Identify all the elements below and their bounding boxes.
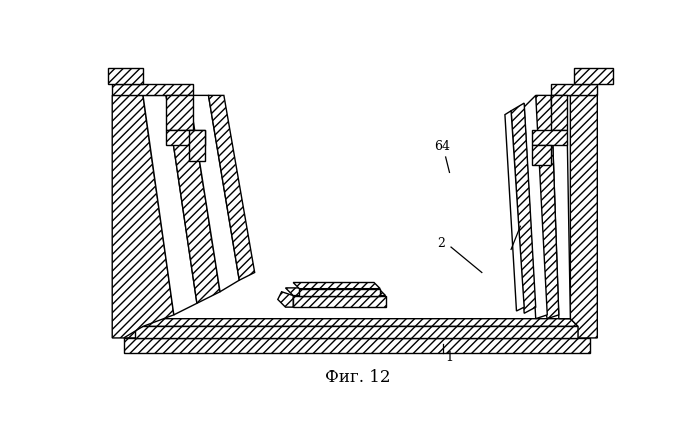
Text: 1: 1 bbox=[446, 351, 454, 364]
Polygon shape bbox=[166, 95, 220, 303]
Polygon shape bbox=[136, 326, 578, 338]
Polygon shape bbox=[293, 296, 386, 307]
Polygon shape bbox=[136, 319, 578, 326]
Polygon shape bbox=[278, 292, 293, 307]
Polygon shape bbox=[189, 95, 239, 292]
Polygon shape bbox=[532, 130, 566, 145]
Polygon shape bbox=[524, 95, 547, 319]
Text: 64: 64 bbox=[434, 140, 449, 153]
Polygon shape bbox=[285, 288, 386, 296]
Polygon shape bbox=[113, 95, 174, 338]
Polygon shape bbox=[299, 289, 380, 296]
Polygon shape bbox=[143, 95, 197, 315]
Text: Фиг. 12: Фиг. 12 bbox=[325, 370, 391, 386]
Polygon shape bbox=[551, 95, 570, 319]
Polygon shape bbox=[113, 84, 193, 95]
Text: 3: 3 bbox=[526, 216, 534, 229]
Polygon shape bbox=[124, 338, 590, 353]
Polygon shape bbox=[166, 130, 205, 145]
Polygon shape bbox=[166, 95, 193, 130]
Text: 2: 2 bbox=[437, 237, 445, 250]
Polygon shape bbox=[505, 111, 524, 311]
Polygon shape bbox=[535, 95, 559, 319]
Polygon shape bbox=[511, 103, 535, 313]
Polygon shape bbox=[293, 282, 380, 289]
Polygon shape bbox=[551, 95, 566, 130]
Polygon shape bbox=[189, 130, 205, 161]
Polygon shape bbox=[574, 69, 613, 84]
Polygon shape bbox=[566, 95, 598, 338]
Polygon shape bbox=[124, 326, 590, 338]
Polygon shape bbox=[532, 145, 551, 165]
Polygon shape bbox=[108, 69, 143, 84]
Polygon shape bbox=[208, 95, 254, 280]
Polygon shape bbox=[551, 84, 598, 95]
